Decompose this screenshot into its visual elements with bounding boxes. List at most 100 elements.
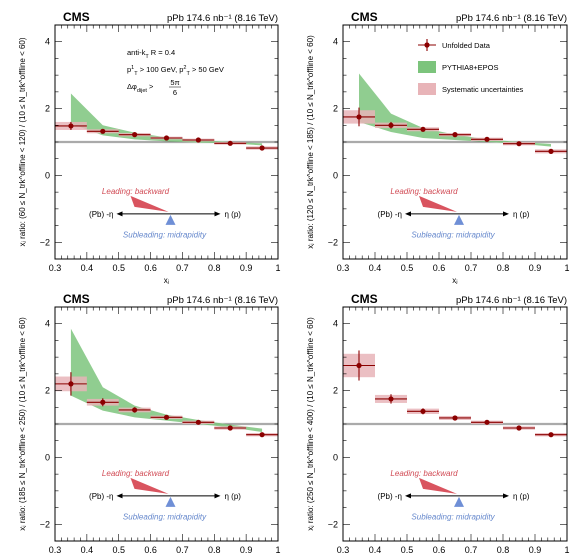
pt-cut-label: p1T > 100 GeV, p2T > 50 GeV xyxy=(127,65,224,77)
y-tick-label: −2 xyxy=(40,237,50,247)
leading-label: Leading: backward xyxy=(390,187,458,196)
x-tick-label: 0.4 xyxy=(81,263,94,273)
x-tick-label: 0.3 xyxy=(49,263,62,273)
data-point xyxy=(516,425,522,431)
jet-diagram: Leading: backward (Pb) -η η (p) Subleading:… xyxy=(378,469,530,521)
subleading-jet-cone xyxy=(454,496,464,507)
data-point xyxy=(163,135,170,141)
eta-left-label: (Pb) -η xyxy=(89,210,113,219)
x-tick-label: 1 xyxy=(564,545,569,555)
experiment-label: CMS xyxy=(351,10,378,24)
panel-bottom-left: 0.3 0.4 0.5 0.6 0.7 0.8 0.9 1 xⱼ −2 0 2 4 xⱼ ratio: (… xyxy=(18,292,281,560)
y-tick-label: 4 xyxy=(45,37,50,47)
experiment-label: CMS xyxy=(63,10,90,24)
x-tick-label: 0.6 xyxy=(433,545,446,555)
arrow-right-icon xyxy=(503,493,509,499)
eta-left-label: (Pb) -η xyxy=(378,210,402,219)
leading-label: Leading: backward xyxy=(102,469,170,478)
lumi-label: pPb 174.6 nb⁻¹ (8.16 TeV) xyxy=(167,13,278,24)
data-point xyxy=(516,141,522,147)
y-tick-label: −2 xyxy=(40,519,50,529)
y-axis-label: xⱼ ratio: (120 ≤ N_trk^offline < 185) / … xyxy=(306,35,315,249)
legend-syst-swatch xyxy=(418,83,436,95)
x-tick-label: 0.9 xyxy=(529,263,542,273)
x-tick-label: 0.8 xyxy=(497,263,510,273)
eta-right-label: η (p) xyxy=(513,492,530,501)
y-tick-label: 0 xyxy=(333,170,338,180)
data-point xyxy=(420,408,426,414)
x-axis-label: xⱼ xyxy=(164,558,169,560)
legend-model-swatch xyxy=(418,61,436,73)
data-point xyxy=(195,137,201,143)
data-point xyxy=(100,128,106,134)
leading-label: Leading: backward xyxy=(102,187,170,196)
y-tick-label: 2 xyxy=(45,104,50,114)
x-tick-label: 0.8 xyxy=(208,545,221,555)
subleading-jet-cone xyxy=(454,214,464,225)
data-point xyxy=(227,140,233,146)
subleading-label: Subleading: midrapidity xyxy=(411,230,495,239)
x-tick-label: 0.9 xyxy=(240,545,253,555)
x-tick-label: 0.9 xyxy=(529,545,542,555)
y-tick-label: 4 xyxy=(45,319,50,329)
subleading-jet-cone xyxy=(165,496,176,507)
legend-data-label: Unfolded Data xyxy=(442,41,491,50)
panel-bottom-right: 0.3 0.4 0.5 0.6 0.7 0.8 0.9 1 xⱼ −2 0 2 4 xⱼ ratio: (… xyxy=(306,292,570,560)
x-tick-label: 0.7 xyxy=(176,263,189,273)
x-tick-label: 0.3 xyxy=(337,545,350,555)
arrow-left-icon xyxy=(116,493,123,499)
y-tick-label: 2 xyxy=(333,386,338,396)
model-band xyxy=(70,328,263,433)
data-point xyxy=(548,432,554,438)
data-point xyxy=(388,122,394,128)
eta-right-label: η (p) xyxy=(513,210,530,219)
dphi-cut-label: Δφdijet > xyxy=(127,82,154,94)
x-tick-label: 0.5 xyxy=(401,545,414,555)
y-tick-label: −2 xyxy=(328,519,338,529)
data-point xyxy=(388,396,394,402)
data-point xyxy=(163,414,170,420)
data-point xyxy=(259,432,265,438)
arrow-left-icon xyxy=(405,211,411,217)
leading-jet-cone xyxy=(130,195,169,212)
data-point xyxy=(356,114,362,120)
x-tick-label: 0.4 xyxy=(369,263,382,273)
leading-jet-cone xyxy=(419,195,457,212)
x-tick-label: 1 xyxy=(564,263,569,273)
legend-syst-label: Systematic uncertainties xyxy=(442,85,524,94)
eta-right-label: η (p) xyxy=(225,492,242,501)
arrow-right-icon xyxy=(214,493,221,499)
x-tick-label: 1 xyxy=(275,263,280,273)
x-tick-label: 0.6 xyxy=(144,263,157,273)
x-tick-label: 0.8 xyxy=(497,545,510,555)
y-tick-label: 0 xyxy=(45,170,50,180)
x-axis-label: xⱼ xyxy=(452,558,457,560)
x-tick-label: 0.6 xyxy=(433,263,446,273)
dphi-numerator: 5π xyxy=(170,78,179,87)
subleading-jet-cone xyxy=(165,214,176,225)
x-tick-label: 0.4 xyxy=(369,545,382,555)
x-tick-label: 0.5 xyxy=(112,263,125,273)
legend-data-marker xyxy=(424,42,430,48)
x-tick-label: 0.7 xyxy=(465,263,478,273)
x-tick-label: 0.9 xyxy=(240,263,253,273)
x-tick-label: 0.4 xyxy=(81,545,94,555)
panel-top-right: 0.3 0.4 0.5 0.6 0.7 0.8 0.9 1 xⱼ −2 0 2 4 xⱼ ratio: (… xyxy=(306,10,570,285)
data-point xyxy=(132,407,138,413)
legend: Unfolded Data PYTHIA8+EPOS Systematic unce… xyxy=(418,39,524,95)
x-tick-label: 1 xyxy=(275,545,280,555)
y-axis-label: xⱼ ratio: (185 ≤ N_trk^offline < 250) / … xyxy=(18,317,27,531)
lumi-label: pPb 174.6 nb⁻¹ (8.16 TeV) xyxy=(456,295,567,306)
x-tick-label: 0.7 xyxy=(176,545,189,555)
x-tick-label: 0.6 xyxy=(144,545,157,555)
data-point xyxy=(548,148,554,154)
eta-right-label: η (p) xyxy=(225,210,242,219)
data-point xyxy=(68,123,74,129)
x-tick-label: 0.3 xyxy=(49,545,62,555)
x-tick-label: 0.5 xyxy=(401,263,414,273)
jet-diagram: Leading: backward (Pb) -η η (p) Subleading:… xyxy=(89,187,241,239)
data-point xyxy=(195,419,201,425)
lumi-label: pPb 174.6 nb⁻¹ (8.16 TeV) xyxy=(456,13,567,24)
eta-left-label: (Pb) -η xyxy=(378,492,402,501)
data-point xyxy=(484,419,490,425)
